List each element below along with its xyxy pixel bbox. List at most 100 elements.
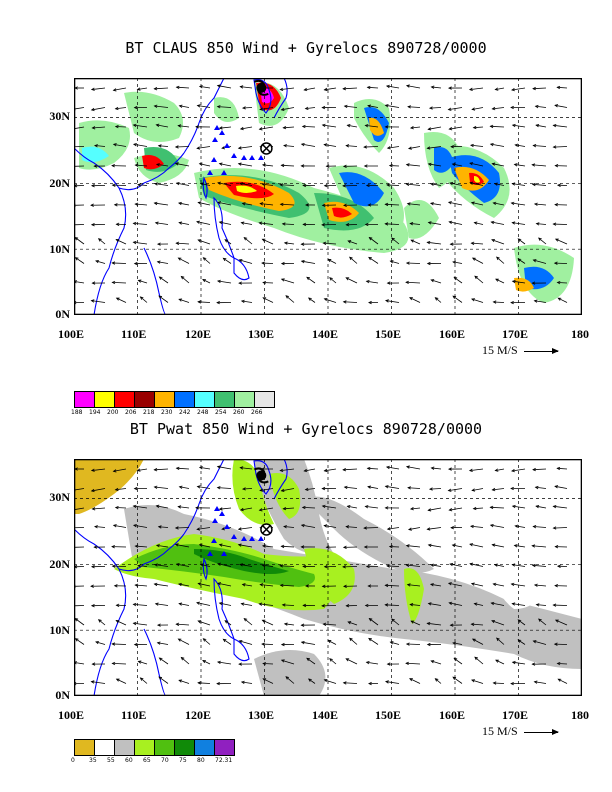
wind-vector-head	[134, 583, 139, 587]
wind-vector	[495, 278, 505, 284]
wind-vector	[138, 280, 148, 284]
wind-vector-head	[384, 104, 389, 108]
wind-vector-head	[303, 468, 308, 473]
wind-vector	[452, 676, 463, 684]
wind-vector-head	[238, 281, 242, 285]
wind-vector	[219, 602, 232, 606]
colorbar-label: 72.31	[215, 757, 233, 764]
wind-vector	[386, 565, 400, 567]
wind-vector-head	[363, 545, 368, 549]
wind-vector	[343, 682, 358, 684]
wind-vector-head	[343, 584, 347, 588]
wind-vector	[517, 258, 526, 264]
wind-vector	[555, 238, 568, 245]
wind-vector-head	[517, 238, 522, 242]
wind-vector	[469, 87, 484, 91]
wind-vector	[406, 281, 421, 284]
wind-vector	[406, 183, 421, 186]
wind-vector	[178, 125, 190, 128]
wind-vector-head	[224, 239, 229, 243]
wind-vector-head	[430, 563, 434, 567]
wind-vector-head	[493, 182, 498, 186]
wind-vector-head	[492, 201, 497, 206]
wind-vector-head	[407, 146, 412, 150]
wind-vector-head	[202, 279, 206, 283]
wind-vector	[74, 237, 85, 245]
wind-vector	[324, 87, 337, 91]
wind-vector-head	[556, 564, 561, 568]
wind-vector-head	[426, 261, 431, 266]
wind-vector-head	[471, 638, 476, 642]
wind-vector-head	[197, 239, 202, 243]
wind-vector-head	[472, 125, 477, 130]
wind-vector	[533, 145, 547, 147]
wind-vector	[473, 126, 484, 129]
triangle-marker	[241, 536, 247, 541]
panel2-lat-tick-10n: 10N	[49, 623, 70, 637]
wind-vector-head	[132, 240, 137, 245]
wind-vector-head	[258, 602, 263, 606]
triangle-marker	[241, 155, 247, 160]
wind-vector-head	[407, 486, 411, 490]
colorbar-label: 254	[215, 409, 227, 416]
wind-vector	[427, 241, 442, 245]
wind-vector	[428, 507, 442, 511]
wind-vector-head	[448, 601, 453, 605]
wind-vector	[367, 467, 379, 470]
wind-vector	[95, 260, 106, 264]
wind-vector-head	[307, 678, 312, 682]
wind-vector	[449, 221, 463, 225]
wind-vector	[115, 488, 127, 491]
triangle-marker	[231, 153, 237, 158]
wind-vector-head	[216, 660, 221, 664]
wind-vector-head	[449, 562, 454, 567]
wind-vector	[219, 126, 232, 129]
wind-vector	[408, 146, 421, 149]
wind-vector	[512, 603, 526, 606]
wind-vector	[178, 202, 190, 206]
wind-vector	[217, 201, 232, 206]
wind-vector-head	[175, 562, 180, 567]
wind-vector	[197, 146, 211, 149]
wind-vector-head	[139, 296, 144, 300]
colorbar-label: 35	[89, 757, 97, 764]
wind-vector	[558, 678, 568, 684]
colorbar-label: 230	[161, 409, 173, 416]
wind-vector	[518, 619, 526, 626]
wind-vector-head	[323, 565, 328, 569]
panel2-lat-tick-20n: 20N	[49, 557, 70, 571]
wind-vector	[91, 107, 106, 111]
wind-vector-head	[133, 261, 138, 266]
wind-vector-head	[90, 107, 95, 112]
wind-vector-head	[321, 486, 326, 491]
wind-vector	[471, 298, 484, 303]
wind-vector-head	[384, 485, 389, 489]
wind-vector-head	[490, 220, 495, 225]
wind-vector	[472, 257, 484, 264]
colorbar-label: 75	[179, 757, 187, 764]
wind-vector-head	[388, 164, 393, 168]
wind-vector-head	[491, 620, 495, 624]
triangle-marker	[211, 157, 217, 162]
wind-vector	[94, 145, 106, 147]
wind-vector-head	[153, 468, 158, 472]
wind-vector-head	[240, 221, 245, 225]
panel1-lat-tick-10n: 10N	[49, 242, 70, 256]
wind-vector-head	[283, 622, 288, 626]
wind-vector	[241, 300, 253, 303]
wind-vector-head	[471, 488, 476, 492]
wind-vector-head	[471, 298, 475, 302]
wind-vector-head	[74, 638, 79, 642]
wind-vector-head	[325, 164, 330, 168]
wind-vector-head	[261, 182, 266, 187]
wind-vector-head	[261, 544, 266, 548]
wind-vector-head	[391, 618, 395, 622]
wind-vector-head	[239, 563, 244, 567]
wind-vector-head	[406, 583, 411, 587]
wind-vector-head	[237, 527, 242, 531]
wind-vector	[243, 237, 253, 245]
wind-vector	[322, 124, 337, 128]
wind-vector	[135, 545, 148, 548]
wind-vector-head	[556, 183, 561, 187]
wind-vector	[133, 622, 148, 626]
